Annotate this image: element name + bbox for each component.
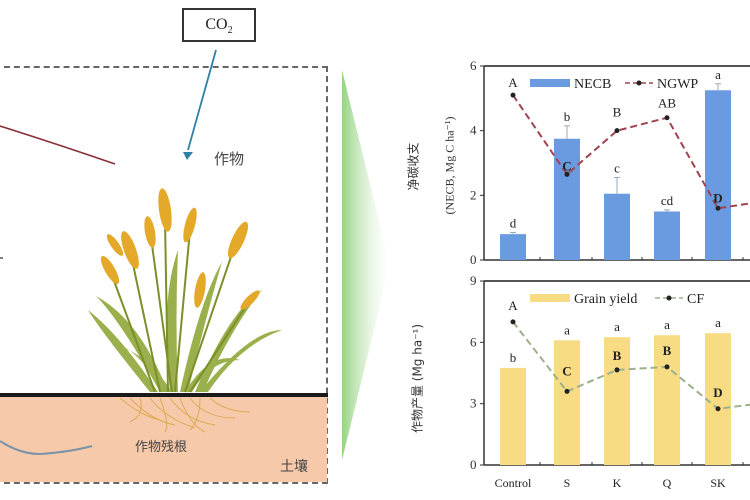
crop-plant-icon xyxy=(88,188,282,433)
bar-significance-letter: a xyxy=(564,322,570,337)
line-point xyxy=(715,406,721,412)
line-significance-letter: D xyxy=(713,385,722,400)
co2-label-box: CO2 xyxy=(182,8,256,42)
y-tick-label: 4 xyxy=(470,123,477,138)
soil-layer xyxy=(0,396,327,482)
line-series-NGWP xyxy=(512,94,750,210)
co2-arrow-icon xyxy=(187,49,217,151)
system-boundary-dashed-box xyxy=(0,66,328,484)
top-ylabel-container: 净碳收支 (NECB, Mg C ha⁻¹) xyxy=(402,110,457,230)
crop-residue-label: 作物残根 xyxy=(135,440,188,455)
bar-Q xyxy=(654,335,680,465)
soil-flow-line-icon xyxy=(0,440,93,456)
bar-significance-letter: d xyxy=(510,216,517,231)
bar-significance-letter: cd xyxy=(661,193,674,208)
legend-line-label: NGWP xyxy=(657,77,698,92)
transition-arrow-icon xyxy=(342,70,390,460)
bar-significance-letter: a xyxy=(715,315,721,330)
bar-S xyxy=(554,340,580,465)
bar-significance-letter: a xyxy=(664,317,670,332)
co2-arrowhead-icon xyxy=(183,152,193,160)
line-significance-letter: D xyxy=(713,190,722,205)
charts-panel: 0 2 4 6 d b c cd a A C B AB D NECB NGWP 0 3 6 9 b a a a a A C B B D Gr… xyxy=(470,58,750,490)
line-significance-letter: B xyxy=(613,105,622,120)
bar-Control xyxy=(500,367,526,465)
legend-bar-swatch xyxy=(530,79,570,87)
y-tick-label: 6 xyxy=(470,58,477,73)
y-tick-label: 9 xyxy=(470,273,477,288)
line-point xyxy=(564,388,570,394)
line-significance-letter: B xyxy=(613,348,622,363)
y-tick-label: 2 xyxy=(470,187,477,202)
emission-line-icon xyxy=(0,125,116,165)
legend-line-label: CF xyxy=(687,292,704,307)
bar-K xyxy=(604,337,630,465)
bottom-ylabel: 作物产量 (Mg ha⁻¹) xyxy=(410,323,425,434)
line-point xyxy=(664,115,670,121)
bar-Q xyxy=(654,211,680,260)
line-significance-letter: C xyxy=(562,363,571,378)
bar-significance-letter: a xyxy=(614,319,620,334)
y-tick-label: 3 xyxy=(470,396,477,411)
bar-significance-letter: a xyxy=(715,67,721,82)
bar-significance-letter: c xyxy=(614,161,620,176)
top-ylabel-cn: 净碳收支 xyxy=(406,142,421,191)
line-point xyxy=(614,367,620,373)
line-point xyxy=(715,205,721,211)
line-point xyxy=(510,92,516,98)
bar-S xyxy=(554,138,580,260)
line-significance-letter: B xyxy=(663,343,672,358)
x-tick-label: K xyxy=(613,476,622,490)
line-point xyxy=(510,319,516,325)
bar-K xyxy=(604,193,630,260)
legend-bar-label: Grain yield xyxy=(574,292,637,307)
bar-SK xyxy=(705,90,731,260)
bar-significance-letter: b xyxy=(510,350,517,365)
line-significance-letter: AB xyxy=(658,96,676,111)
line-point xyxy=(664,364,670,370)
line-significance-letter: C xyxy=(562,158,571,173)
diagram-arrows xyxy=(0,49,282,456)
ground-surface-line xyxy=(0,393,328,397)
y-tick-label: 6 xyxy=(470,334,477,349)
line-significance-letter: A xyxy=(508,75,518,90)
line-series-CF xyxy=(512,321,750,410)
line-point xyxy=(564,171,570,177)
top-ylabel-unit: (NECB, Mg C ha⁻¹) xyxy=(442,116,457,215)
bottom-ylabel-container: 作物产量 (Mg ha⁻¹) xyxy=(404,310,425,450)
co2-subscript: 2 xyxy=(227,25,233,37)
co2-text: CO xyxy=(205,16,228,33)
x-tick-label: Control xyxy=(495,476,532,490)
bar-Control xyxy=(500,234,526,260)
legend-bar-label: NECB xyxy=(574,77,611,92)
legend-bar-swatch xyxy=(530,294,570,302)
line-point xyxy=(614,128,620,134)
x-tick-label: Q xyxy=(663,476,672,490)
y-tick-label: 0 xyxy=(470,252,477,267)
x-tick-label: SK xyxy=(710,476,726,490)
x-tick-label: S xyxy=(564,476,571,490)
y-tick-label: 0 xyxy=(470,457,477,472)
bar-SK xyxy=(705,333,731,465)
line-significance-letter: A xyxy=(508,298,518,313)
bar-significance-letter: b xyxy=(564,109,571,124)
crop-label: 作物 xyxy=(214,150,245,168)
soil-label: 土壤 xyxy=(280,459,308,475)
